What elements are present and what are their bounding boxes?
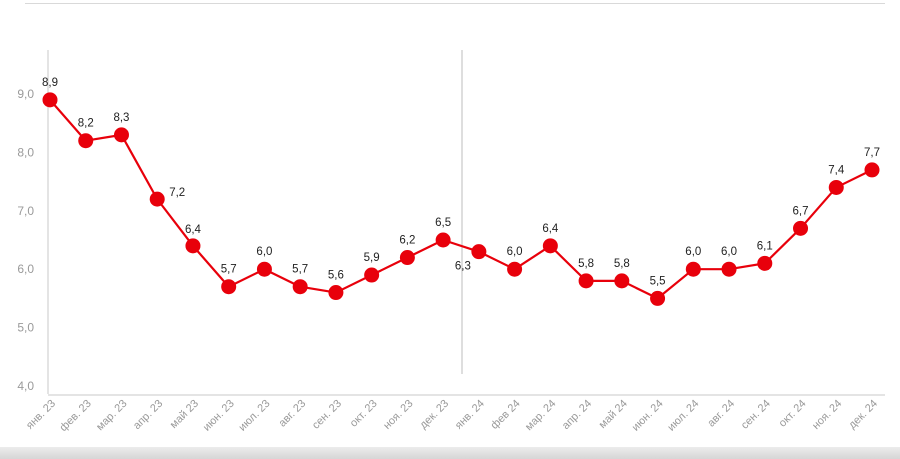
bottom-band <box>0 447 900 459</box>
data-point <box>42 92 58 108</box>
data-point <box>578 273 594 289</box>
data-label: 5,5 <box>650 275 666 287</box>
x-tick-label: май 23 <box>168 398 201 431</box>
data-point <box>793 220 809 236</box>
data-point <box>435 232 451 248</box>
data-point <box>471 244 487 260</box>
data-label: 6,0 <box>507 246 523 258</box>
y-tick-label: 7,0 <box>17 204 34 218</box>
y-tick-label: 9,0 <box>17 87 34 101</box>
data-point <box>221 279 237 295</box>
x-tick-label: дек. 24 <box>846 398 880 432</box>
data-label: 6,2 <box>399 235 415 247</box>
data-point <box>364 267 380 283</box>
data-point <box>256 261 272 277</box>
y-tick-label: 5,0 <box>17 321 34 335</box>
data-point <box>292 279 308 295</box>
x-tick-label: окт. 23 <box>348 398 380 430</box>
x-tick-label: янв. 24 <box>453 398 487 432</box>
x-tick-label: янв. 23 <box>24 398 58 432</box>
x-tick-label: апр. 24 <box>560 398 594 432</box>
data-point <box>542 238 558 254</box>
x-tick-label: май 24 <box>597 398 630 431</box>
data-label: 6,4 <box>542 223 559 235</box>
data-label: 6,0 <box>685 246 701 258</box>
data-point <box>507 261 523 277</box>
data-point <box>185 238 201 254</box>
data-point <box>614 273 630 289</box>
data-point <box>78 133 94 149</box>
top-divider <box>25 3 885 4</box>
y-tick-label: 8,0 <box>17 145 34 159</box>
x-tick-label: июн. 24 <box>630 398 666 434</box>
data-label: 7,2 <box>169 187 185 199</box>
x-tick-label: сен. 23 <box>310 398 344 432</box>
x-tick-label: мар. 24 <box>523 398 558 433</box>
data-label: 5,6 <box>328 270 344 282</box>
data-label: 5,7 <box>292 264 308 276</box>
data-point <box>113 127 129 143</box>
data-label: 5,8 <box>614 258 630 270</box>
data-point <box>864 162 880 178</box>
x-tick-label: авг. 24 <box>705 398 737 430</box>
data-label: 6,0 <box>256 246 272 258</box>
x-tick-label: апр. 23 <box>131 398 165 432</box>
x-tick-label: сен. 24 <box>739 398 773 432</box>
x-tick-label: фев 24 <box>489 398 523 432</box>
x-tick-label: ноя. 24 <box>810 398 844 432</box>
data-label: 5,9 <box>364 252 380 264</box>
data-label: 7,4 <box>828 164 845 176</box>
data-label: 6,1 <box>757 240 773 252</box>
data-point <box>650 290 666 306</box>
x-tick-label: июл. 24 <box>665 398 701 434</box>
data-label: 5,7 <box>221 264 237 276</box>
data-label: 6,7 <box>793 205 809 217</box>
x-tick-label: июн. 23 <box>201 398 237 434</box>
data-label: 6,5 <box>435 217 451 229</box>
data-point <box>399 250 415 266</box>
data-point <box>685 261 701 277</box>
data-label: 5,8 <box>578 258 594 270</box>
data-point <box>828 179 844 195</box>
data-label: 6,0 <box>721 246 737 258</box>
x-tick-label: авг. 23 <box>276 398 308 430</box>
data-label: 8,3 <box>113 112 129 124</box>
x-tick-label: окт. 24 <box>777 398 809 430</box>
x-tick-label: мар. 23 <box>94 398 129 433</box>
data-label: 6,4 <box>185 224 202 236</box>
data-label: 6,3 <box>455 261 471 273</box>
x-tick-label: ноя. 23 <box>381 398 415 432</box>
data-point <box>757 255 773 271</box>
x-tick-label: июл. 23 <box>237 398 273 434</box>
data-label: 8,9 <box>42 77 58 89</box>
data-label: 8,2 <box>78 118 94 130</box>
x-tick-label: фев. 23 <box>58 398 94 434</box>
data-point <box>721 261 737 277</box>
x-tick-label: дек. 23 <box>418 398 452 432</box>
data-point <box>149 191 165 207</box>
data-point <box>328 285 344 301</box>
y-tick-label: 6,0 <box>17 262 34 276</box>
y-tick-label: 4,0 <box>17 379 34 393</box>
data-label: 7,7 <box>864 147 880 159</box>
